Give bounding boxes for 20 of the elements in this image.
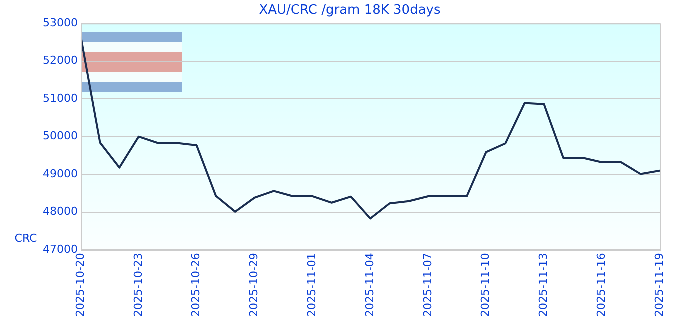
x-tick-label: 2025-10-26 [190,253,203,318]
y-tick-label: 53000 [42,16,78,30]
y-axis-title: CRC [14,232,38,246]
x-tick-label: 2025-11-04 [363,253,376,318]
x-tick-label: 2025-11-19 [652,253,666,318]
y-tick-label: 49000 [42,167,78,180]
x-tick-label: 2025-10-29 [248,253,261,318]
chart-title: XAU/CRC /gram 18K 30days [259,3,441,18]
y-tick-label: 52000 [42,54,78,68]
x-tick-label: 2025-11-07 [421,253,434,318]
x-tick-label: 2025-11-01 [305,253,318,318]
y-tick-label: 47000 [42,242,78,256]
x-tick-label: 2025-11-10 [479,253,492,318]
x-tick-label: 2025-10-23 [132,253,145,318]
y-tick-label: 50000 [42,130,78,143]
y-tick-label: 48000 [42,205,78,218]
x-tick-label: 2025-11-16 [594,253,608,318]
y-tick-label: 51000 [42,92,78,105]
x-tick-label: 2025-11-13 [537,253,550,318]
x-tick-label: 2025-10-20 [74,253,87,318]
